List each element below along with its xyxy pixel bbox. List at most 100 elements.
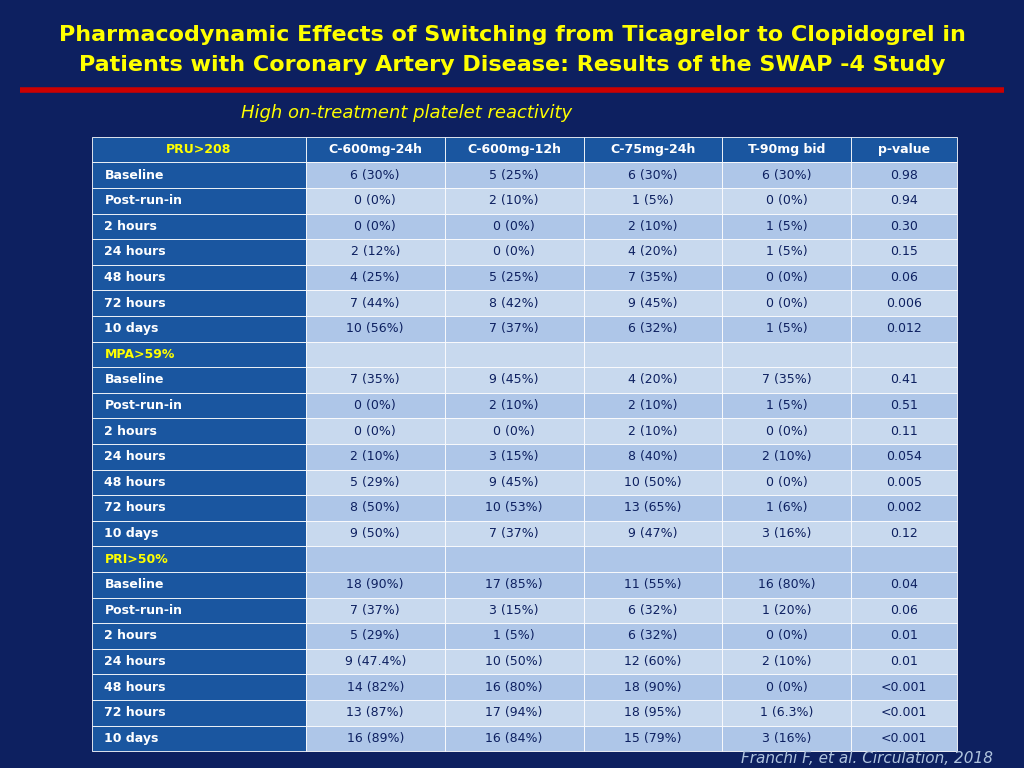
Text: 2 (10%): 2 (10%) bbox=[762, 655, 811, 668]
Text: 1 (5%): 1 (5%) bbox=[766, 246, 807, 258]
Bar bbox=[306, 469, 444, 495]
Bar bbox=[306, 188, 444, 214]
Text: 7 (35%): 7 (35%) bbox=[762, 373, 811, 386]
Text: 0 (0%): 0 (0%) bbox=[766, 476, 807, 488]
Text: 8 (50%): 8 (50%) bbox=[350, 502, 400, 515]
Text: 9 (50%): 9 (50%) bbox=[350, 527, 400, 540]
Bar bbox=[92, 674, 306, 700]
Bar bbox=[444, 521, 584, 546]
Text: 0.04: 0.04 bbox=[890, 578, 918, 591]
Bar bbox=[306, 649, 444, 674]
Bar bbox=[722, 188, 851, 214]
Bar bbox=[851, 239, 957, 265]
Bar bbox=[92, 521, 306, 546]
Text: 72 hours: 72 hours bbox=[104, 707, 166, 719]
Text: 9 (47.4%): 9 (47.4%) bbox=[344, 655, 406, 668]
Text: PRI>50%: PRI>50% bbox=[104, 553, 168, 565]
Text: 0.054: 0.054 bbox=[886, 450, 922, 463]
Text: 8 (40%): 8 (40%) bbox=[628, 450, 678, 463]
Text: 2 (12%): 2 (12%) bbox=[350, 246, 400, 258]
Text: C-75mg-24h: C-75mg-24h bbox=[610, 143, 695, 156]
Bar bbox=[444, 342, 584, 367]
Text: Baseline: Baseline bbox=[104, 578, 164, 591]
Text: 5 (29%): 5 (29%) bbox=[350, 476, 400, 488]
Bar bbox=[444, 623, 584, 649]
Bar bbox=[92, 392, 306, 419]
Text: 0.15: 0.15 bbox=[890, 246, 918, 258]
Bar bbox=[584, 572, 722, 598]
Text: 0.06: 0.06 bbox=[890, 271, 918, 284]
Bar bbox=[444, 444, 584, 469]
Bar bbox=[306, 239, 444, 265]
Text: 10 (56%): 10 (56%) bbox=[346, 323, 404, 335]
Bar bbox=[444, 290, 584, 316]
Text: 17 (94%): 17 (94%) bbox=[485, 707, 543, 719]
Bar bbox=[584, 546, 722, 572]
Bar bbox=[584, 726, 722, 751]
Text: 8 (42%): 8 (42%) bbox=[489, 296, 539, 310]
Text: 0 (0%): 0 (0%) bbox=[766, 296, 807, 310]
Bar bbox=[306, 162, 444, 188]
Text: 0.002: 0.002 bbox=[886, 502, 922, 515]
Bar bbox=[584, 265, 722, 290]
Bar bbox=[444, 239, 584, 265]
Text: 48 hours: 48 hours bbox=[104, 271, 166, 284]
Bar bbox=[92, 342, 306, 367]
Bar bbox=[444, 214, 584, 239]
Text: 0.01: 0.01 bbox=[890, 655, 918, 668]
Bar bbox=[722, 726, 851, 751]
Text: 0.11: 0.11 bbox=[890, 425, 918, 438]
Text: 0.41: 0.41 bbox=[890, 373, 918, 386]
Text: 10 (53%): 10 (53%) bbox=[485, 502, 543, 515]
Bar bbox=[306, 726, 444, 751]
Bar bbox=[92, 239, 306, 265]
Bar bbox=[851, 598, 957, 623]
Bar bbox=[584, 700, 722, 726]
Bar bbox=[584, 137, 722, 162]
Bar bbox=[851, 137, 957, 162]
Bar bbox=[306, 546, 444, 572]
Bar bbox=[92, 214, 306, 239]
Text: 2 (10%): 2 (10%) bbox=[629, 425, 678, 438]
Bar bbox=[851, 469, 957, 495]
Text: 18 (95%): 18 (95%) bbox=[625, 707, 682, 719]
Text: 6 (30%): 6 (30%) bbox=[629, 169, 678, 181]
Text: <0.001: <0.001 bbox=[881, 707, 927, 719]
Text: C-600mg-24h: C-600mg-24h bbox=[329, 143, 422, 156]
Bar bbox=[851, 162, 957, 188]
Bar bbox=[92, 469, 306, 495]
Text: 3 (16%): 3 (16%) bbox=[762, 527, 811, 540]
Text: 2 (10%): 2 (10%) bbox=[350, 450, 400, 463]
Bar bbox=[722, 239, 851, 265]
Bar bbox=[722, 316, 851, 342]
Text: Post-run-in: Post-run-in bbox=[104, 604, 182, 617]
Bar bbox=[92, 649, 306, 674]
Text: 6 (32%): 6 (32%) bbox=[629, 630, 678, 642]
Bar bbox=[444, 469, 584, 495]
Bar bbox=[851, 495, 957, 521]
Bar bbox=[722, 162, 851, 188]
Bar bbox=[851, 342, 957, 367]
Bar bbox=[92, 265, 306, 290]
Text: T-90mg bid: T-90mg bid bbox=[748, 143, 825, 156]
Text: 2 (10%): 2 (10%) bbox=[629, 220, 678, 233]
Bar bbox=[92, 623, 306, 649]
Bar bbox=[306, 342, 444, 367]
Bar bbox=[92, 162, 306, 188]
Text: 0.51: 0.51 bbox=[890, 399, 918, 412]
Text: 10 days: 10 days bbox=[104, 323, 159, 335]
Text: 0.94: 0.94 bbox=[890, 194, 918, 207]
Text: 1 (5%): 1 (5%) bbox=[766, 323, 807, 335]
Bar bbox=[444, 649, 584, 674]
Bar bbox=[444, 392, 584, 419]
Text: 16 (80%): 16 (80%) bbox=[485, 680, 543, 694]
Bar bbox=[444, 265, 584, 290]
Text: 9 (45%): 9 (45%) bbox=[629, 296, 678, 310]
Text: Post-run-in: Post-run-in bbox=[104, 194, 182, 207]
Text: 3 (15%): 3 (15%) bbox=[489, 604, 539, 617]
Bar bbox=[584, 469, 722, 495]
Text: 2 (10%): 2 (10%) bbox=[762, 450, 811, 463]
Text: 0.005: 0.005 bbox=[886, 476, 922, 488]
Text: 10 days: 10 days bbox=[104, 732, 159, 745]
Text: 24 hours: 24 hours bbox=[104, 655, 166, 668]
